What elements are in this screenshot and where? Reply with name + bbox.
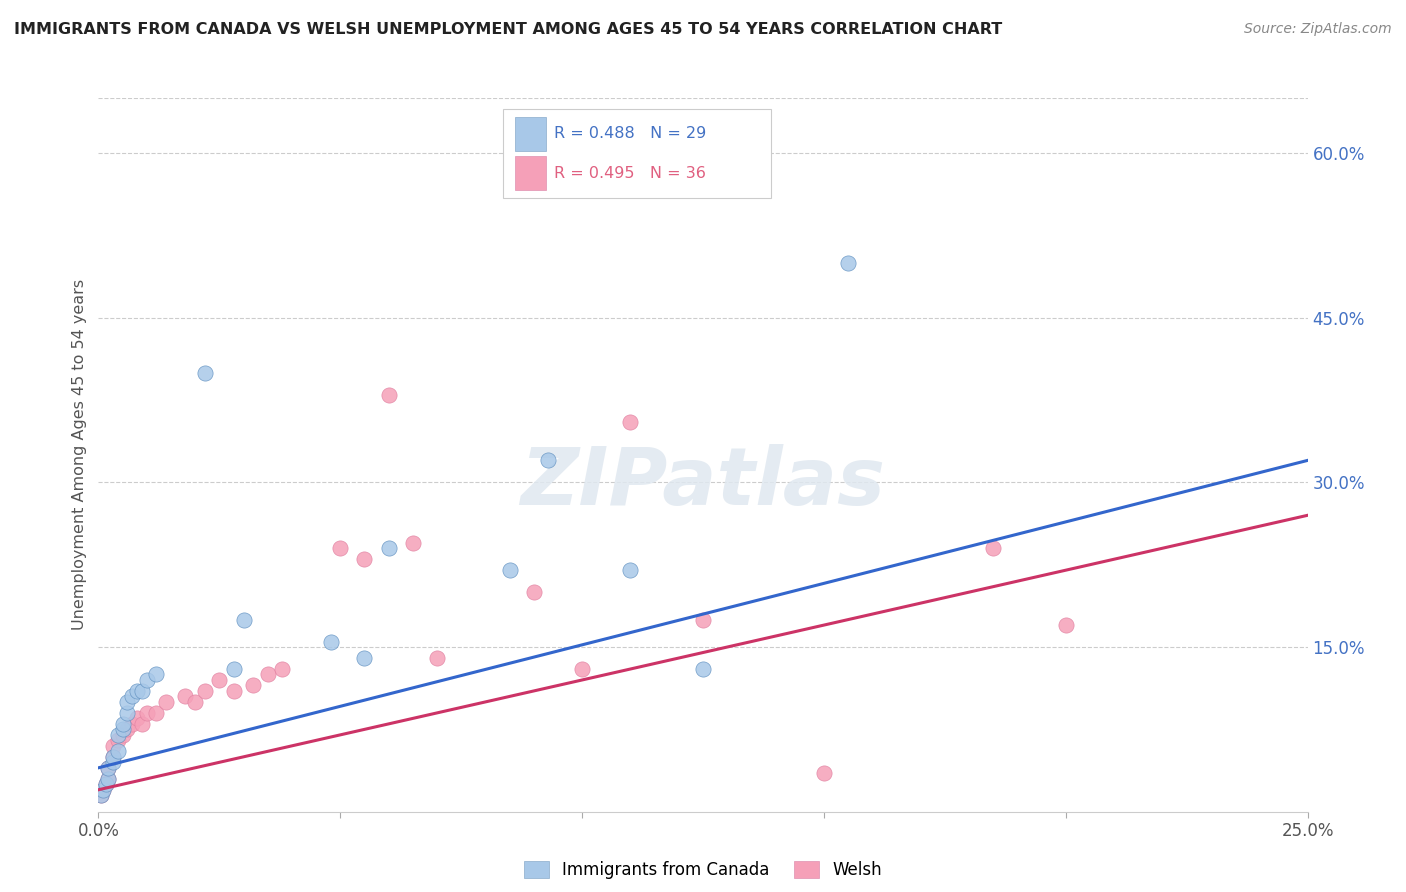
Point bbox=[692, 662, 714, 676]
Point bbox=[377, 387, 399, 401]
Point bbox=[377, 541, 399, 556]
Point bbox=[107, 728, 129, 742]
Point bbox=[97, 772, 120, 786]
Point bbox=[184, 695, 207, 709]
Text: R = 0.488   N = 29: R = 0.488 N = 29 bbox=[554, 127, 706, 141]
Point bbox=[117, 695, 139, 709]
Point bbox=[813, 766, 835, 780]
Point bbox=[619, 563, 641, 577]
Point bbox=[271, 662, 294, 676]
Point bbox=[353, 651, 375, 665]
Point bbox=[97, 761, 120, 775]
Legend: Immigrants from Canada, Welsh: Immigrants from Canada, Welsh bbox=[517, 854, 889, 886]
Point bbox=[256, 667, 278, 681]
Point bbox=[571, 662, 593, 676]
Point bbox=[97, 772, 120, 786]
Point bbox=[981, 541, 1004, 556]
Text: ZIPatlas: ZIPatlas bbox=[520, 444, 886, 523]
Point bbox=[101, 749, 124, 764]
Point bbox=[91, 782, 114, 797]
Point bbox=[101, 739, 124, 753]
Point bbox=[127, 711, 149, 725]
Point bbox=[145, 706, 167, 720]
Point bbox=[523, 585, 546, 599]
Point bbox=[426, 651, 449, 665]
Point bbox=[145, 667, 167, 681]
Point bbox=[97, 761, 120, 775]
Point bbox=[155, 695, 177, 709]
Point bbox=[131, 717, 153, 731]
Point bbox=[222, 662, 245, 676]
Point bbox=[619, 415, 641, 429]
Point bbox=[94, 777, 117, 791]
Point bbox=[94, 777, 117, 791]
Y-axis label: Unemployment Among Ages 45 to 54 years: Unemployment Among Ages 45 to 54 years bbox=[72, 279, 87, 631]
Point bbox=[111, 717, 134, 731]
Point bbox=[101, 749, 124, 764]
Text: IMMIGRANTS FROM CANADA VS WELSH UNEMPLOYMENT AMONG AGES 45 TO 54 YEARS CORRELATI: IMMIGRANTS FROM CANADA VS WELSH UNEMPLOY… bbox=[14, 22, 1002, 37]
Point bbox=[1054, 618, 1077, 632]
Point bbox=[319, 634, 342, 648]
Point bbox=[174, 690, 197, 704]
Point bbox=[135, 706, 157, 720]
Point bbox=[90, 789, 112, 803]
Point bbox=[194, 366, 217, 380]
Point bbox=[222, 684, 245, 698]
Point bbox=[402, 535, 425, 549]
Point bbox=[101, 756, 124, 770]
Point bbox=[208, 673, 231, 687]
Point bbox=[135, 673, 157, 687]
Point bbox=[537, 453, 560, 467]
Point bbox=[353, 552, 375, 566]
Point bbox=[117, 723, 139, 737]
Point bbox=[692, 613, 714, 627]
Point bbox=[127, 684, 149, 698]
Point bbox=[107, 733, 129, 747]
Point bbox=[91, 782, 114, 797]
Point bbox=[117, 706, 139, 720]
Point bbox=[242, 678, 264, 692]
Point bbox=[194, 684, 217, 698]
Point bbox=[837, 256, 859, 270]
Point bbox=[121, 690, 143, 704]
Point bbox=[498, 563, 520, 577]
Point bbox=[121, 717, 143, 731]
Text: Source: ZipAtlas.com: Source: ZipAtlas.com bbox=[1244, 22, 1392, 37]
Point bbox=[232, 613, 254, 627]
Point bbox=[329, 541, 352, 556]
Text: R = 0.495   N = 36: R = 0.495 N = 36 bbox=[554, 166, 706, 180]
Point bbox=[111, 723, 134, 737]
Point bbox=[90, 789, 112, 803]
Point bbox=[131, 684, 153, 698]
Point bbox=[111, 728, 134, 742]
Point bbox=[107, 744, 129, 758]
